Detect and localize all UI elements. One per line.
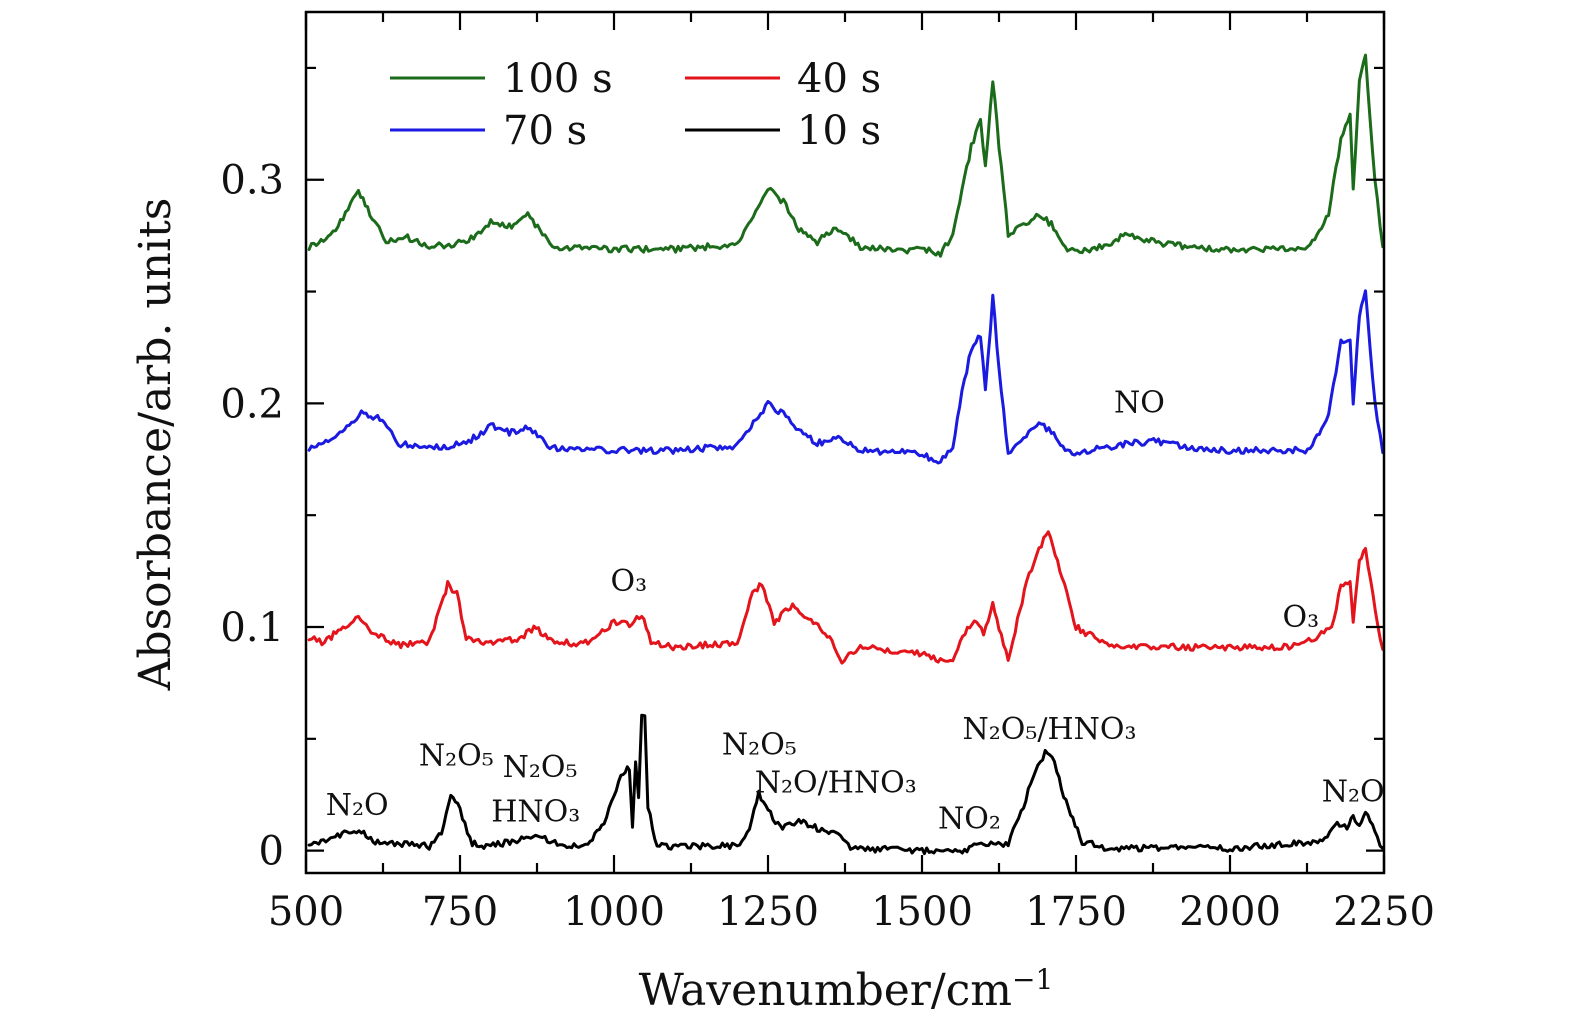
peak-annotation: N₂O	[326, 788, 389, 823]
y-tick-label: 0.2	[220, 381, 284, 427]
x-tick-label: 2000	[1179, 889, 1281, 935]
peak-annotation: N₂O/HNO₃	[755, 765, 917, 800]
peak-annotation: HNO₃	[491, 795, 580, 830]
x-tick-label: 750	[422, 889, 498, 935]
x-axis-title-main: Wavenumber/cm	[639, 965, 1012, 1016]
ticks-layer: 500 750 1000 1250 1500 1750 2000 2250 0 0.1 0.2 0.3	[220, 12, 1435, 935]
series-line-10s	[307, 713, 1385, 856]
peak-annotation: O₃	[1283, 600, 1320, 635]
y-axis-title: Absorbance/arb. units	[130, 198, 181, 692]
y-tick-label: 0	[259, 829, 284, 875]
legend-label-10s: 10 s	[797, 108, 881, 154]
x-tick-label: 1500	[871, 889, 973, 935]
series-line-100s	[307, 53, 1385, 258]
peak-annotation: N₂O₅	[419, 739, 494, 774]
peak-annotation: N₂O₅	[503, 750, 578, 785]
legend: 100 s 40 s 70 s 10 s	[390, 56, 881, 154]
series-layer	[307, 53, 1385, 856]
x-tick-label: 1750	[1025, 889, 1127, 935]
peak-annotation: O₃	[610, 564, 647, 599]
peak-annotation: N₂O₅/HNO₃	[962, 712, 1136, 747]
x-tick-label: 2250	[1333, 889, 1435, 935]
legend-label-40s: 40 s	[797, 56, 881, 102]
x-axis-title-superscript: −1	[1012, 963, 1053, 996]
x-tick-label: 500	[268, 889, 344, 935]
y-tick-label: 0.3	[220, 158, 284, 204]
peak-annotation: NO	[1114, 385, 1165, 420]
plot-frame	[304, 10, 1386, 875]
peak-annotation: N₂O	[1322, 774, 1385, 809]
series-line-40s	[307, 530, 1385, 665]
y-tick-label: 0.1	[220, 605, 284, 651]
series-line-70s	[307, 289, 1385, 465]
x-tick-label: 1000	[563, 889, 665, 935]
legend-label-100s: 100 s	[503, 56, 613, 102]
peak-annotation: NO₂	[938, 801, 1001, 836]
peak-annotation: N₂O₅	[722, 727, 797, 762]
legend-label-70s: 70 s	[503, 108, 587, 154]
x-axis-title: Wavenumber/cm−1	[639, 963, 1054, 1016]
x-tick-label: 1250	[717, 889, 819, 935]
